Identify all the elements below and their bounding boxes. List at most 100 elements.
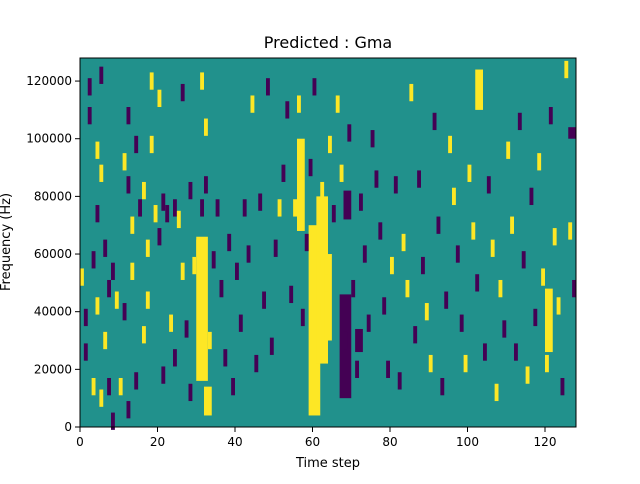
- heatmap-cell: [471, 222, 476, 240]
- heatmap-cell: [157, 228, 162, 246]
- heatmap-cell: [196, 239, 201, 257]
- heatmap-cells: [80, 60, 576, 430]
- heatmap-cell: [572, 279, 576, 298]
- heatmap-cell: [432, 112, 437, 131]
- heatmap-cell: [378, 222, 383, 240]
- heatmap-cell: [455, 245, 460, 263]
- heatmap-cell: [126, 176, 131, 194]
- heatmap-cell: [118, 377, 123, 396]
- chart-title: Predicted : Gma: [264, 33, 392, 52]
- heatmap-cell: [238, 314, 243, 332]
- heatmap-cell: [149, 135, 154, 154]
- heatmap-cell: [382, 297, 387, 315]
- heatmap-band: [297, 138, 305, 231]
- heatmap-band: [308, 225, 321, 416]
- heatmap-cell: [289, 285, 294, 304]
- heatmap-cell: [312, 78, 317, 96]
- heatmap-cell: [370, 130, 375, 148]
- y-axis: 0 20000 40000 60000 80000 100000 120000: [26, 74, 80, 434]
- heatmap-cell: [393, 176, 398, 194]
- heatmap-cell: [103, 239, 108, 257]
- heatmap-band: [316, 196, 328, 364]
- heatmap-cell: [254, 354, 259, 373]
- heatmap-cell: [215, 199, 220, 217]
- heatmap-cell: [273, 239, 278, 257]
- heatmap-cell: [428, 354, 433, 373]
- heatmap-cell: [514, 343, 518, 361]
- heatmap-cell: [374, 170, 379, 188]
- heatmap-cell: [328, 135, 332, 154]
- heatmap-cell: [235, 262, 239, 280]
- heatmap-cell: [103, 331, 108, 350]
- heatmap-cell: [417, 170, 421, 188]
- heatmap-cell: [134, 372, 139, 390]
- heatmap-cell: [297, 95, 301, 113]
- heatmap-cell: [343, 331, 348, 350]
- heatmap-cell: [304, 233, 309, 252]
- heatmap-cell: [262, 291, 266, 309]
- heatmap-cell: [165, 205, 170, 223]
- y-tick-label: 20000: [34, 362, 72, 376]
- heatmap-cell: [227, 233, 232, 252]
- heatmap-cell: [444, 291, 449, 309]
- heatmap-cell: [122, 303, 127, 321]
- plot-frame: [79, 57, 577, 428]
- x-axis-label: Time step: [295, 456, 360, 471]
- x-tick-label: 60: [305, 435, 320, 449]
- heatmap-cell: [204, 176, 208, 194]
- heatmap-cell: [339, 164, 344, 182]
- heatmap-cell: [161, 193, 166, 211]
- heatmap-cell: [405, 279, 410, 298]
- heatmap-cell: [467, 164, 472, 182]
- heatmap-cell: [568, 222, 573, 240]
- heatmap-cell: [219, 279, 224, 298]
- heatmap-band: [324, 254, 332, 341]
- heatmap-cell: [130, 262, 135, 280]
- y-tick-label: 40000: [34, 305, 72, 319]
- heatmap-cell: [126, 107, 131, 125]
- y-tick-label: 120000: [26, 74, 72, 88]
- heatmap-cell: [111, 262, 115, 280]
- heatmap-cell: [293, 199, 297, 217]
- heatmap-cell: [366, 314, 371, 332]
- heatmap-cell: [83, 308, 88, 327]
- heatmap-cell: [169, 314, 173, 332]
- x-tick-label: 40: [227, 435, 242, 449]
- y-tick-label: 60000: [34, 247, 72, 261]
- heatmap-cell: [359, 193, 363, 211]
- heatmap-cell: [548, 107, 553, 125]
- heatmap-cell: [537, 153, 542, 171]
- heatmap-cell: [324, 274, 328, 292]
- x-tick-label: 0: [76, 435, 84, 449]
- heatmap-cell: [258, 193, 263, 211]
- heatmap-cell: [180, 83, 185, 102]
- y-axis-label: Frequency (Hz): [0, 193, 14, 291]
- heatmap-cell: [83, 343, 88, 361]
- heatmap-cell: [180, 262, 185, 280]
- heatmap-cell: [347, 124, 352, 142]
- heatmap-cell: [552, 228, 557, 246]
- heatmap-cell: [250, 95, 255, 113]
- heatmap-cell: [242, 199, 247, 217]
- heatmap-cell: [560, 377, 565, 396]
- heatmap-cell: [483, 343, 487, 361]
- heatmap-cell: [107, 279, 111, 298]
- heatmap-cell: [281, 164, 286, 182]
- heatmap-cell: [475, 274, 480, 292]
- heatmap-cell: [533, 308, 538, 327]
- heatmap-cell: [87, 107, 92, 125]
- heatmap-cell: [486, 176, 491, 194]
- heatmap-cell: [114, 291, 119, 309]
- heatmap-cell: [184, 320, 189, 338]
- x-axis: 0 20 40 60 80 100 120: [76, 427, 556, 449]
- heatmap-cell: [490, 239, 495, 257]
- heatmap-cell: [351, 279, 356, 298]
- heatmap-cell: [556, 297, 561, 315]
- heatmap-cell: [142, 181, 146, 200]
- heatmap-cell: [269, 337, 274, 355]
- heatmap-band: [343, 190, 352, 220]
- heatmap-cell: [142, 326, 146, 344]
- heatmap-cell: [130, 216, 135, 234]
- heatmap-cell: [95, 141, 100, 159]
